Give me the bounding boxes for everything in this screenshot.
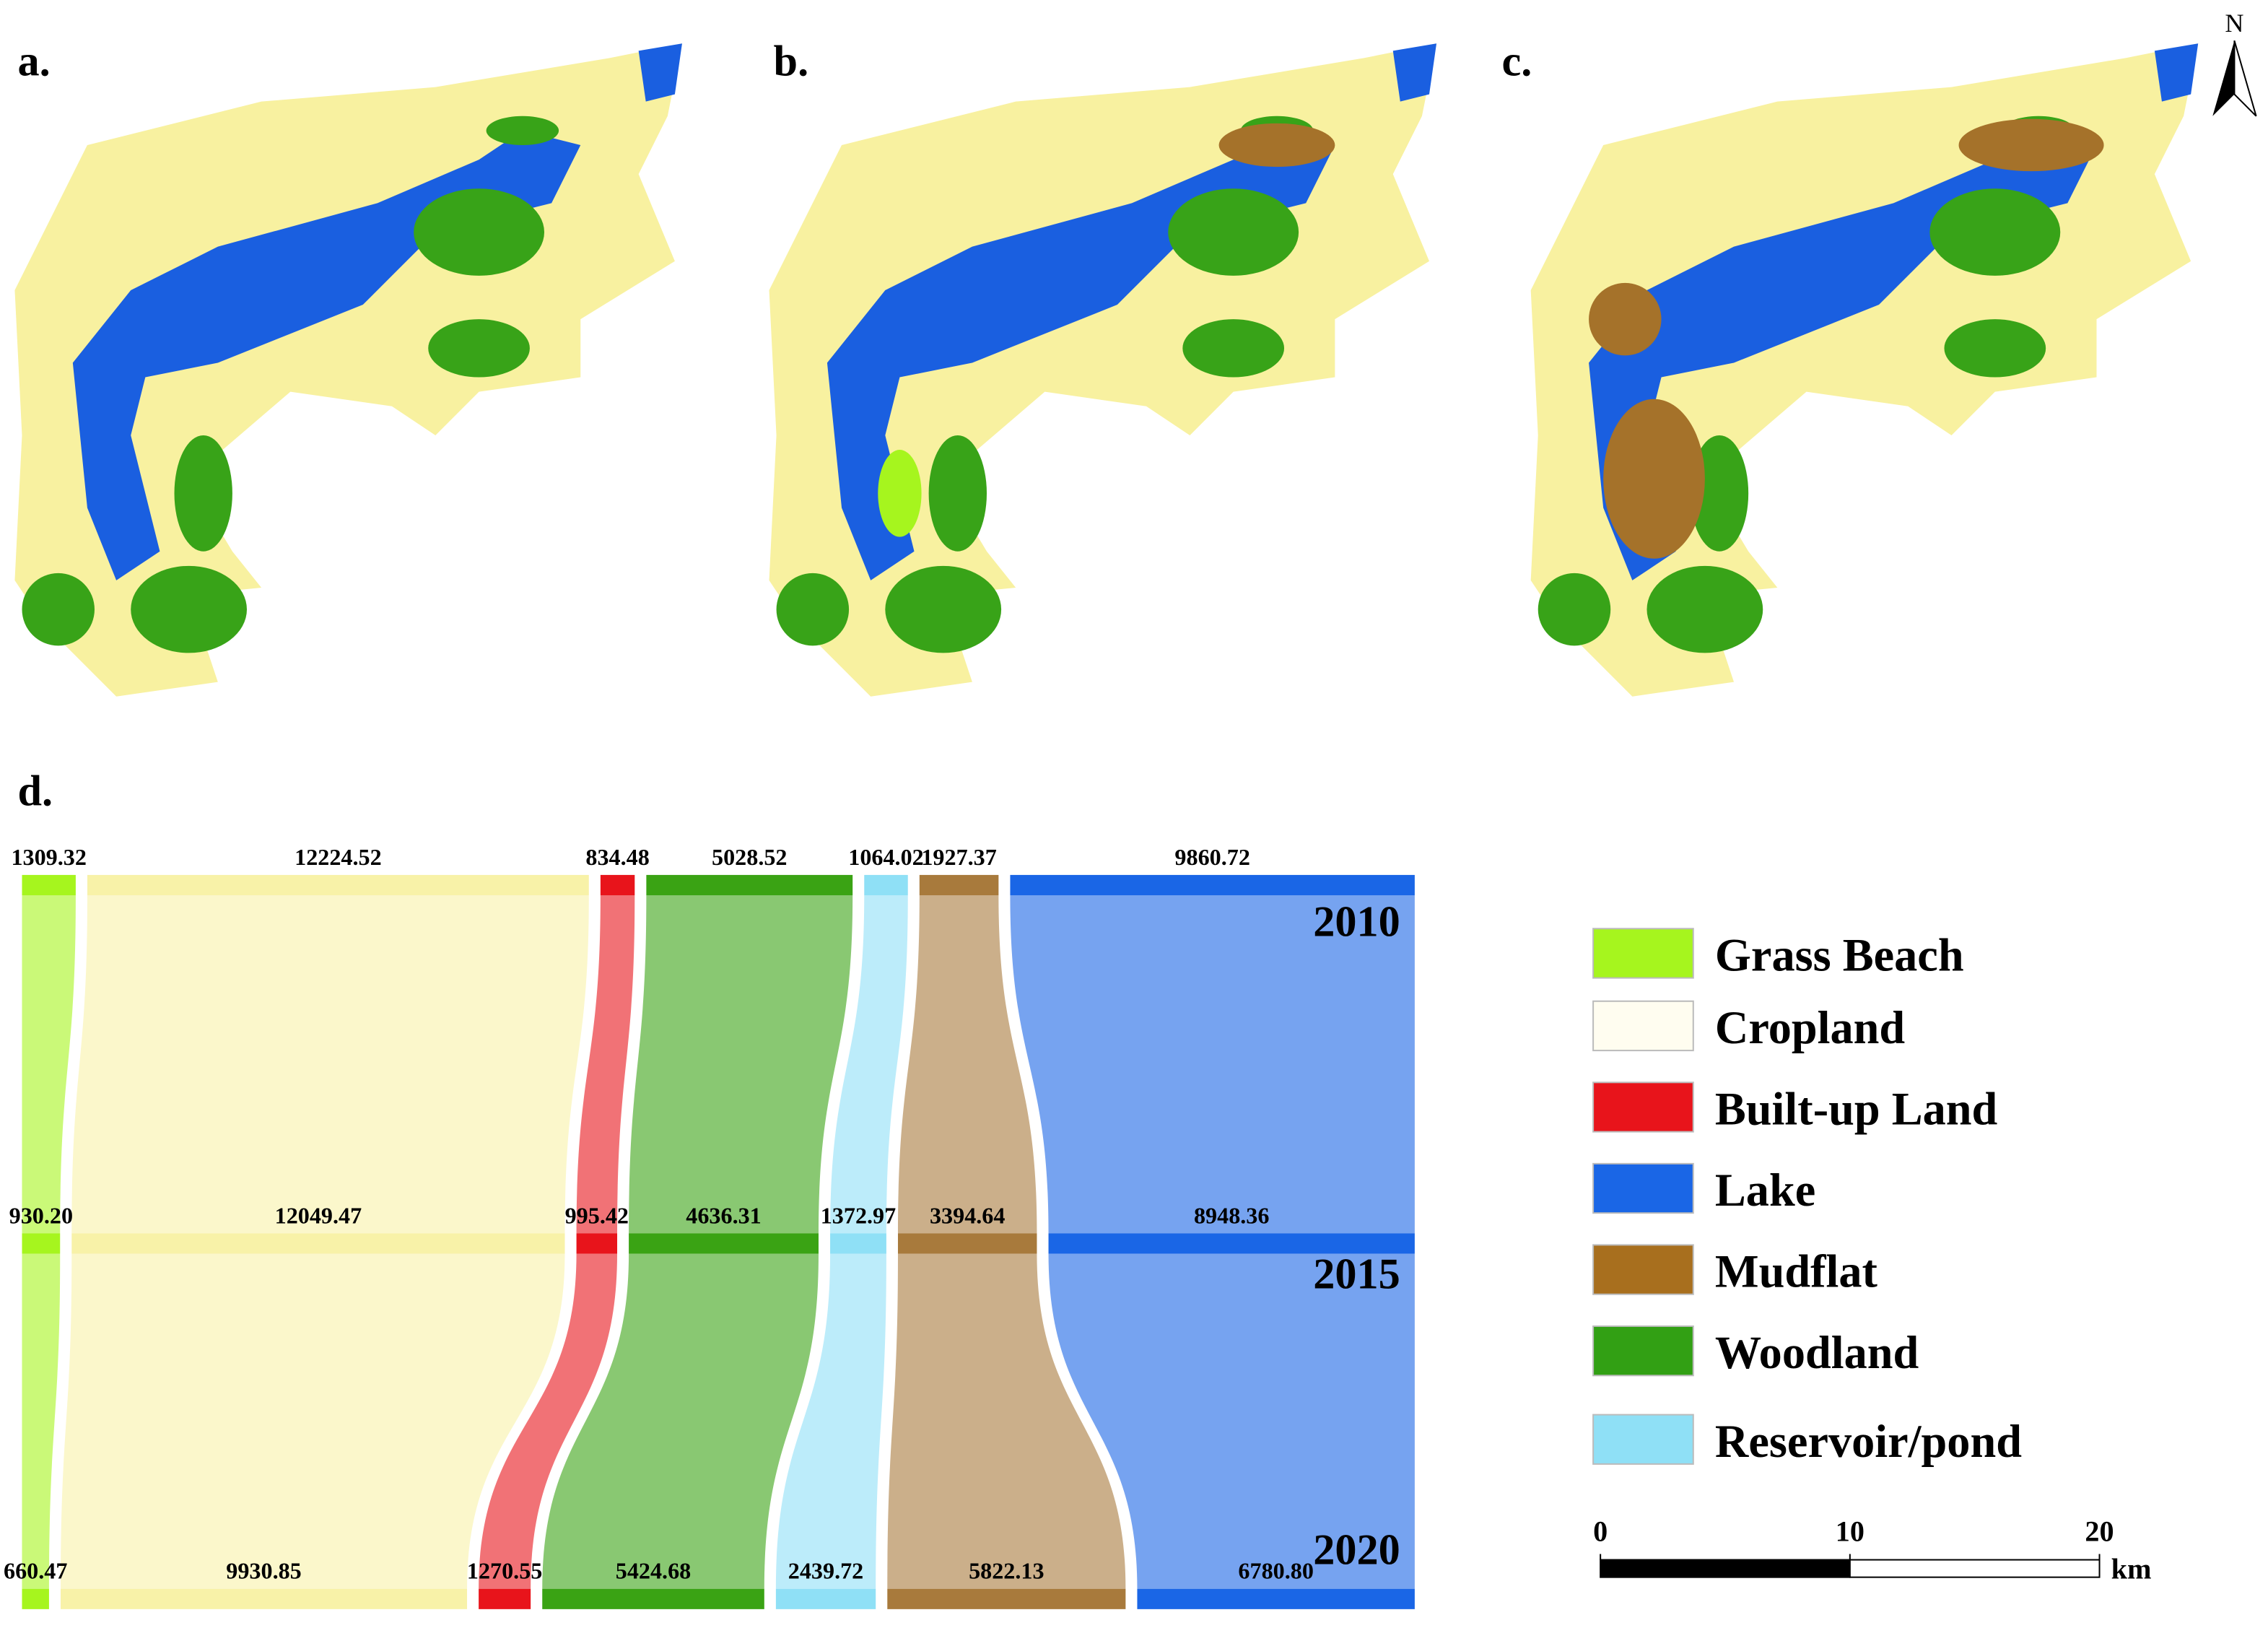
flow-band xyxy=(576,895,635,1234)
flow-band xyxy=(61,1253,565,1589)
node-label: 8948.36 xyxy=(1194,1202,1269,1228)
flow-band xyxy=(629,895,853,1234)
node xyxy=(576,1233,618,1254)
panel-label: d. xyxy=(17,767,53,815)
node-label: 2439.72 xyxy=(788,1558,863,1584)
node-label: 12224.52 xyxy=(295,844,382,870)
flow-band xyxy=(1010,895,1415,1234)
legend-swatch xyxy=(1592,1162,1694,1214)
flow-band xyxy=(479,1253,618,1589)
map-a xyxy=(14,43,682,697)
legend-label: Lake xyxy=(1715,1165,1815,1216)
year-label: 2020 xyxy=(1313,1526,1400,1575)
legend-label: Cropland xyxy=(1715,1002,1905,1053)
scale-bar: 0 10 20 km xyxy=(1593,1515,2151,1585)
node-label: 930.20 xyxy=(9,1202,73,1228)
flow-band xyxy=(887,1253,1126,1589)
node-label: 1927.37 xyxy=(921,844,996,870)
flow-band xyxy=(542,1253,819,1589)
north-arrow: N xyxy=(2212,9,2257,117)
node xyxy=(71,1233,565,1254)
flow-band xyxy=(830,895,908,1234)
node xyxy=(1010,874,1415,896)
scale-unit: km xyxy=(2111,1553,2152,1585)
legend-swatch xyxy=(1592,928,1694,979)
legend-swatch xyxy=(1592,1325,1694,1377)
node xyxy=(61,1588,468,1609)
node-label: 834.48 xyxy=(585,844,649,870)
flow-band xyxy=(22,1253,61,1589)
node xyxy=(864,874,908,896)
legend-swatch xyxy=(1592,1244,1694,1295)
node-label: 1309.32 xyxy=(11,844,86,870)
node xyxy=(887,1588,1126,1609)
node xyxy=(830,1233,886,1254)
node xyxy=(919,874,999,896)
node xyxy=(646,874,853,896)
node-label: 660.47 xyxy=(4,1558,67,1584)
node xyxy=(22,1588,49,1609)
panel-label: a. xyxy=(17,38,50,86)
node-label: 5424.68 xyxy=(616,1558,691,1584)
node xyxy=(1137,1588,1415,1609)
node xyxy=(600,874,635,896)
legend-swatch xyxy=(1592,1081,1694,1133)
map-b xyxy=(769,43,1437,697)
node-label: 1064.02 xyxy=(848,844,923,870)
node xyxy=(542,1588,764,1609)
legend: Grass Beach Cropland Built-up Land Lake Mudf… xyxy=(1592,928,2022,1467)
node-label: 9930.85 xyxy=(226,1558,301,1584)
node-label: 9860.72 xyxy=(1174,844,1249,870)
flow-band xyxy=(1048,1253,1415,1589)
scale-segment xyxy=(1600,1559,1851,1578)
node-label: 12049.47 xyxy=(275,1202,362,1228)
node-label: 5822.13 xyxy=(969,1558,1044,1584)
sankey: 1309.32 12224.52 834.48 5028.52 1064.021927.… xyxy=(4,844,1415,1609)
flow-band xyxy=(71,895,589,1234)
legend-label: Reservoir/pond xyxy=(1715,1416,2022,1467)
legend-swatch xyxy=(1592,1414,1694,1465)
node-label: 1372.97 xyxy=(821,1202,896,1228)
scale-tick-label: 0 xyxy=(1593,1515,1608,1547)
flow-band xyxy=(775,1253,886,1589)
legend-label: Built-up Land xyxy=(1715,1084,1998,1135)
node-label: 1270.55 xyxy=(467,1558,542,1584)
legend-label: Mudflat xyxy=(1715,1246,1878,1297)
north-label: N xyxy=(2225,9,2243,38)
node xyxy=(629,1233,819,1254)
node xyxy=(22,1233,61,1254)
scale-segment xyxy=(1849,1559,2101,1578)
node-label: 995.42 xyxy=(565,1202,629,1228)
year-label: 2010 xyxy=(1313,897,1400,946)
node-label: 4636.31 xyxy=(686,1202,761,1228)
panel-label: c. xyxy=(1501,38,1532,86)
node xyxy=(775,1588,876,1609)
node-label: 6780.80 xyxy=(1238,1558,1313,1584)
node xyxy=(897,1233,1037,1254)
node xyxy=(87,874,589,896)
scale-tick-label: 20 xyxy=(2085,1515,2114,1547)
panel-label: b. xyxy=(774,38,809,86)
node xyxy=(22,874,76,896)
legend-label: Grass Beach xyxy=(1715,930,1964,981)
node xyxy=(479,1588,531,1609)
year-label: 2015 xyxy=(1313,1250,1400,1299)
legend-label: Woodland xyxy=(1715,1327,1919,1378)
node xyxy=(1048,1233,1415,1254)
legend-swatch xyxy=(1592,1000,1694,1052)
node-label: 5028.52 xyxy=(712,844,787,870)
node-label: 3394.64 xyxy=(930,1202,1005,1228)
map-c xyxy=(1530,43,2199,697)
scale-tick-label: 10 xyxy=(1836,1515,1864,1547)
flow-band xyxy=(22,895,76,1234)
flow-band xyxy=(897,895,1037,1234)
